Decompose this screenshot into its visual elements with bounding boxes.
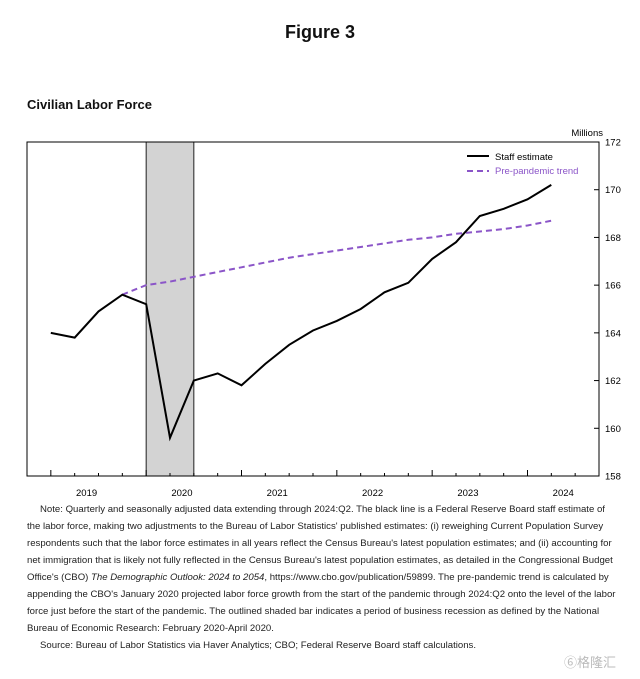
- y-tick-label: 162: [605, 376, 621, 387]
- y-tick-label: 164: [605, 328, 621, 339]
- x-tick-label: 2024: [553, 488, 574, 499]
- figure-title: Figure 3: [284, 22, 355, 42]
- note-report-title: The Demographic Outlook: 2024 to 2054: [91, 572, 265, 583]
- x-tick-label: 2021: [267, 488, 288, 499]
- y-tick-label: 172: [605, 138, 621, 149]
- x-tick-label: 2022: [362, 488, 383, 499]
- y-tick-label: 170: [605, 185, 621, 196]
- x-tick-label: 2023: [457, 488, 478, 499]
- y-tick-label: 158: [605, 472, 621, 483]
- series-line-staff-estimate: [50, 184, 552, 442]
- y-axis: 158 160 162 164 166 168 170 172: [594, 138, 621, 483]
- recession-bar: [145, 141, 195, 477]
- legend-label-staff-estimate: Staff estimate: [495, 152, 553, 163]
- x-axis: 2019 2020 2021 2022 2023 2024: [26, 470, 600, 499]
- note-text-part2: , https://www.cbo.gov/publication/59899.…: [27, 572, 616, 634]
- y-tick-label: 168: [605, 233, 621, 244]
- legend: Staff estimate Pre-pandemic trend: [467, 152, 578, 177]
- legend-label-pre-pandemic-trend: Pre-pandemic trend: [495, 166, 578, 177]
- plot-frame: [26, 141, 600, 477]
- note-paragraph: Note: Quarterly and seasonally adjusted …: [27, 501, 617, 637]
- line-chart: 158 160 162 164 166 168 170 172 2019 2020 2021 202…: [26, 128, 621, 499]
- note-text-part1: Note: Quarterly and seasonally adjusted …: [27, 504, 613, 583]
- source-line: Source: Bureau of Labor Statistics via H…: [40, 640, 477, 651]
- x-tick-label: 2020: [171, 488, 192, 499]
- chart-title: Civilian Labor Force: [27, 97, 152, 112]
- y-tick-label: 160: [605, 424, 621, 435]
- series-line-pre-pandemic-trend: [121, 219, 552, 296]
- chart-notes: Note: Quarterly and seasonally adjusted …: [27, 501, 617, 654]
- y-axis-unit-label: Millions: [571, 128, 603, 139]
- y-tick-label: 166: [605, 281, 621, 292]
- x-tick-label: 2019: [76, 488, 97, 499]
- watermark-logo: ⑥格隆汇: [564, 655, 617, 670]
